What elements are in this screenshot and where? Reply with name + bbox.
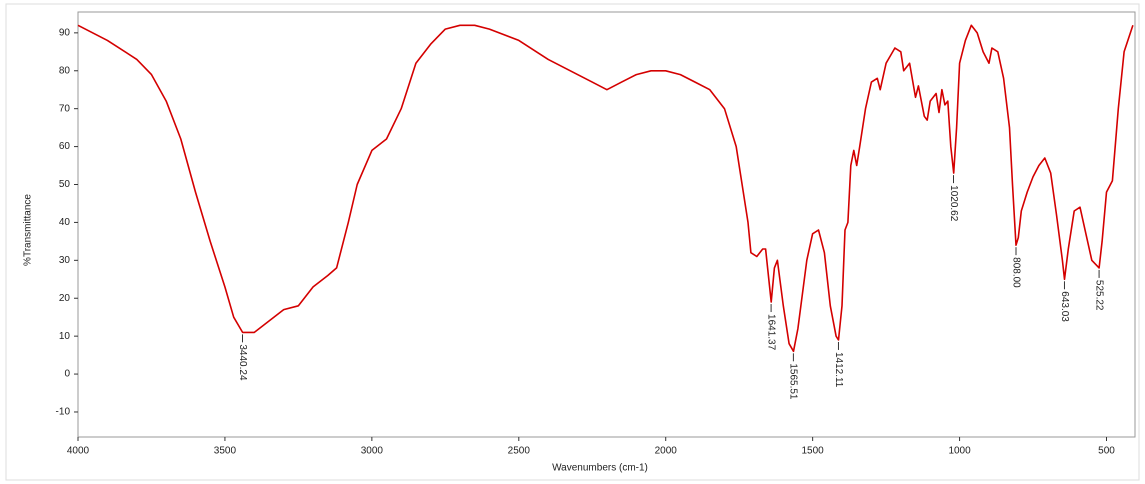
peak-label: 808.00 — [1010, 257, 1021, 288]
peak-label: 643.03 — [1059, 291, 1070, 322]
y-tick-label: -10 — [56, 407, 71, 418]
x-tick-label: 3000 — [361, 446, 384, 457]
y-tick-label: 0 — [64, 369, 70, 380]
peak-label: 1412.11 — [833, 352, 844, 388]
peak-label: 1020.62 — [948, 185, 959, 222]
x-axis-label: Wavenumbers (cm-1) — [552, 463, 648, 474]
y-tick-label: 80 — [59, 65, 71, 76]
spectrum-line — [77, 24, 1134, 353]
y-axis-label: %Transmittance — [23, 194, 34, 266]
x-tick-label: 2500 — [508, 446, 531, 457]
peak-label: 3440.24 — [237, 344, 248, 381]
panel — [5, 3, 1140, 481]
y-tick-label: 30 — [59, 255, 71, 266]
peak-label: 1641.37 — [765, 314, 776, 351]
x-tick-label: 4000 — [67, 446, 90, 457]
y-tick-label: 90 — [59, 27, 71, 38]
x-tick-label: 1000 — [948, 446, 971, 457]
y-tick-label: 60 — [59, 141, 71, 152]
x-tick-label: 1500 — [802, 446, 825, 457]
y-tick-label: 70 — [59, 103, 71, 114]
y-tick-label: 10 — [59, 331, 71, 342]
plot-frame — [77, 11, 1136, 438]
peak-label: 1565.51 — [788, 363, 799, 400]
y-tick-label: 40 — [59, 217, 71, 228]
x-tick-label: 500 — [1098, 446, 1115, 457]
peak-label: 525.22 — [1093, 280, 1104, 311]
y-tick-label: 50 — [59, 179, 71, 190]
x-tick-label: 3500 — [214, 446, 237, 457]
y-tick-label: 20 — [59, 293, 71, 304]
x-tick-label: 2000 — [655, 446, 678, 457]
